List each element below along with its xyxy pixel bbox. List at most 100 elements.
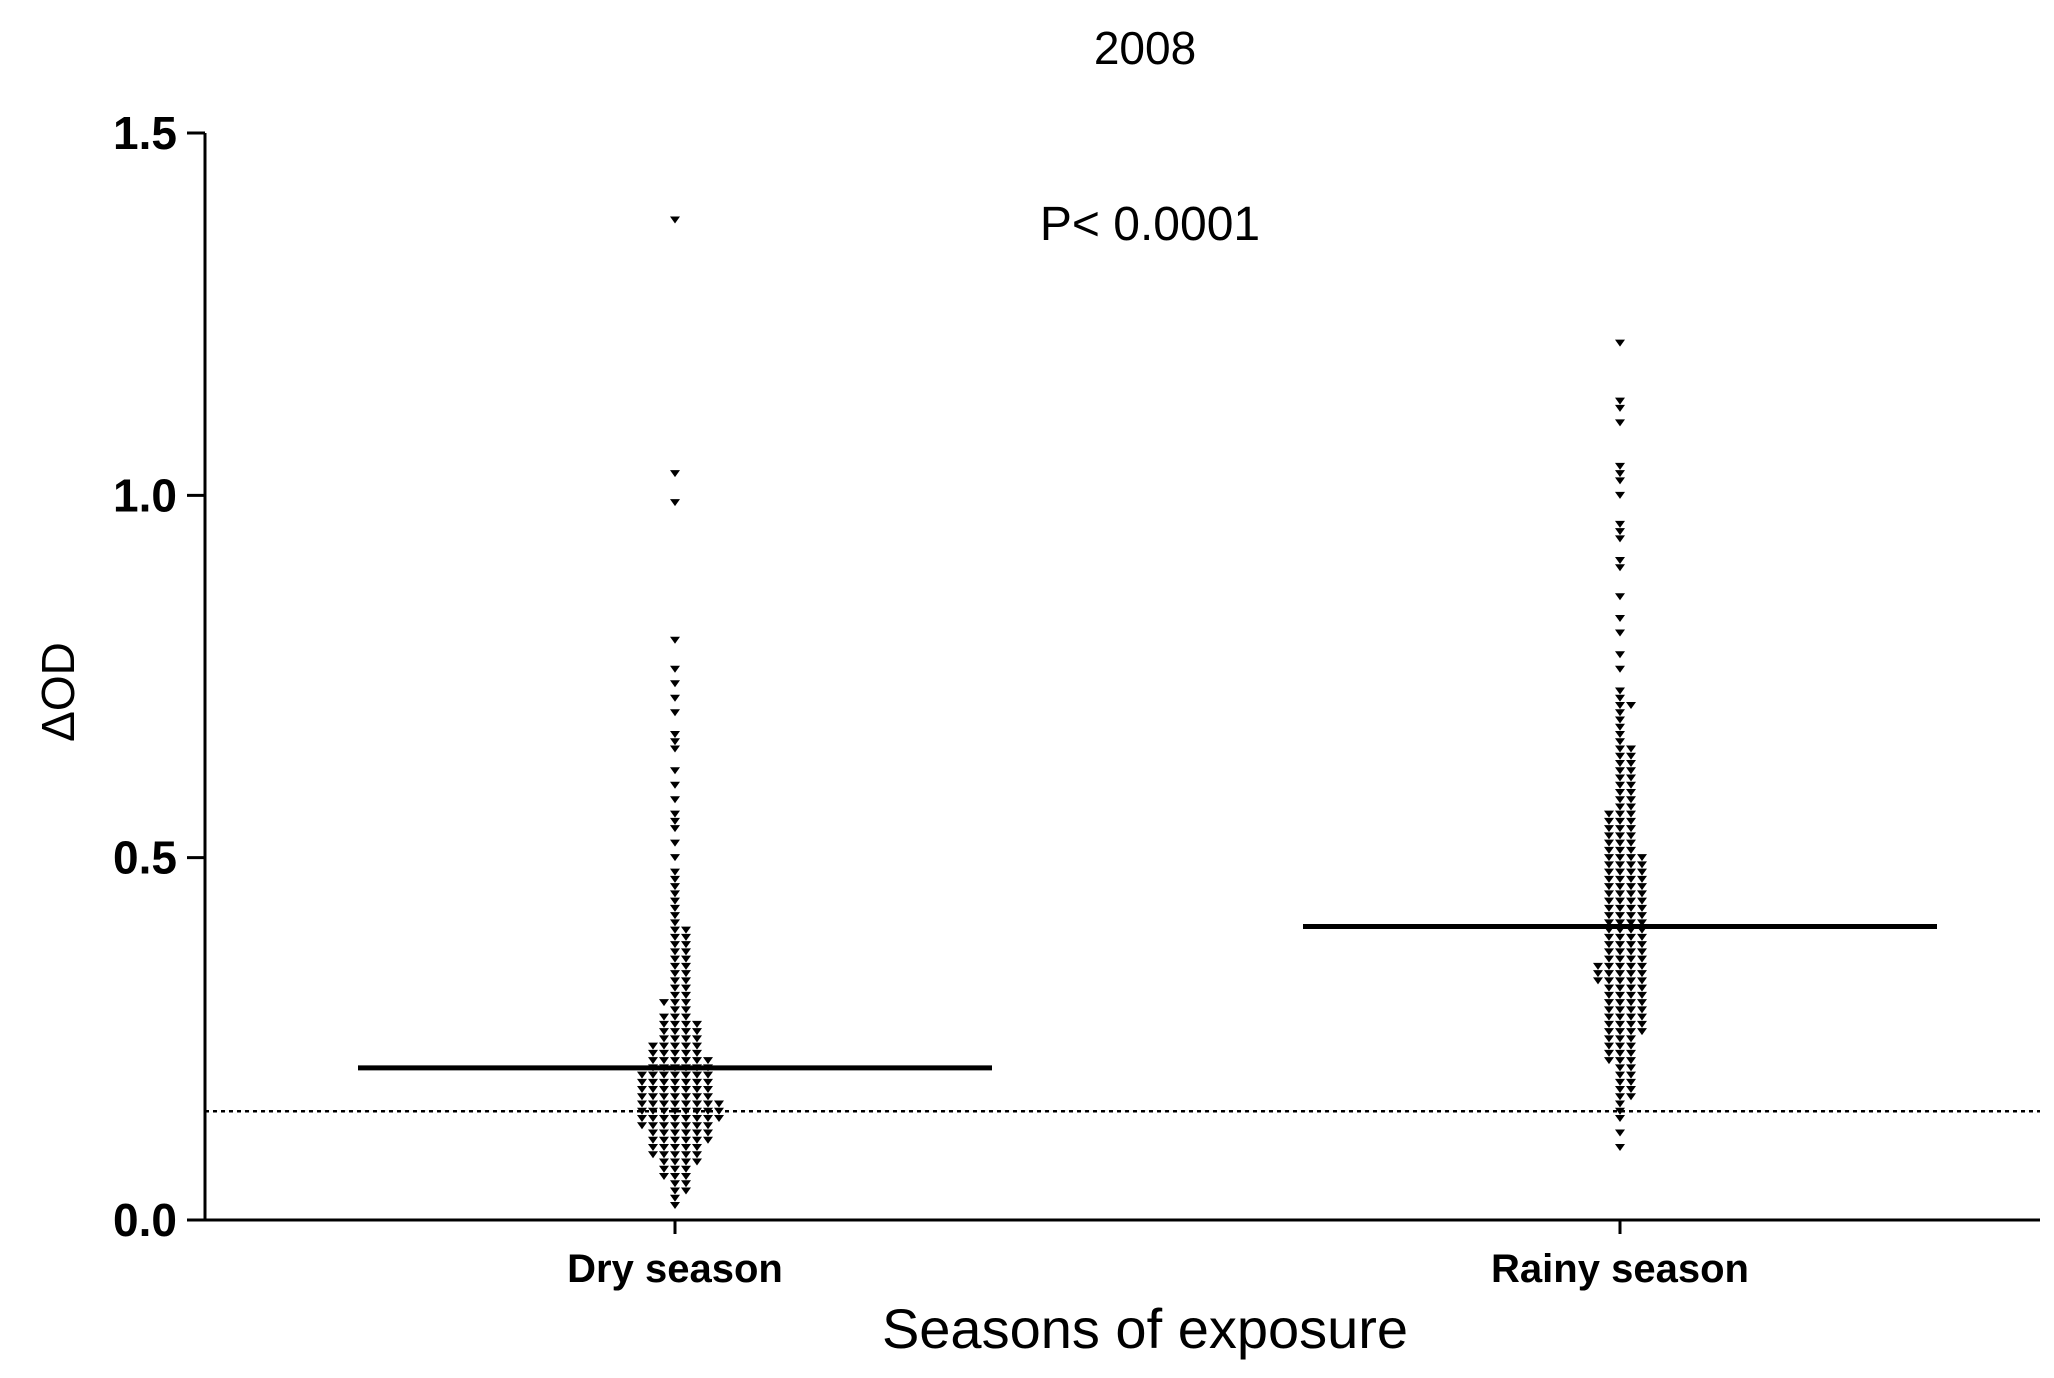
data-point [1626, 941, 1636, 949]
data-point [1604, 1042, 1614, 1050]
data-point [681, 1071, 691, 1079]
data-point [1626, 745, 1636, 753]
data-point [637, 1086, 647, 1094]
x-tick-label: Rainy season [1491, 1247, 1749, 1291]
data-point [703, 1136, 713, 1144]
median-lines [358, 924, 1937, 1071]
data-point [637, 1100, 647, 1108]
data-point [1615, 817, 1625, 825]
data-point [681, 1165, 691, 1173]
data-point [670, 1187, 680, 1195]
data-point [1604, 839, 1614, 847]
data-point [659, 1122, 669, 1130]
data-point [1626, 854, 1636, 862]
data-point [681, 1115, 691, 1123]
data-point [648, 1144, 658, 1152]
data-point [670, 999, 680, 1007]
data-point [1637, 977, 1647, 985]
data-point [681, 1042, 691, 1050]
data-point [1626, 832, 1636, 840]
data-point [659, 1071, 669, 1079]
data-point [1626, 774, 1636, 782]
data-point [670, 926, 680, 934]
data-point [670, 991, 680, 999]
data-point [681, 933, 691, 941]
data-point [670, 499, 680, 507]
data-point [681, 984, 691, 992]
data-point [1604, 883, 1614, 891]
data-point [1615, 520, 1625, 528]
data-point [692, 1028, 702, 1036]
data-point [1615, 716, 1625, 724]
data-point [1626, 897, 1636, 905]
data-point [681, 941, 691, 949]
data-point [1637, 1028, 1647, 1036]
data-point [1626, 781, 1636, 789]
data-point [1626, 1057, 1636, 1065]
data-point [1615, 477, 1625, 485]
data-point [1615, 883, 1625, 891]
data-point [1615, 962, 1625, 970]
data-point [703, 1100, 713, 1108]
data-point [670, 875, 680, 883]
data-point [1626, 810, 1636, 818]
data-point [1615, 912, 1625, 920]
data-point [703, 1057, 713, 1065]
data-point [648, 1107, 658, 1115]
data-point [1615, 767, 1625, 775]
data-point [1593, 962, 1603, 970]
data-point [703, 1093, 713, 1101]
y-axis-label: ΔOD [32, 642, 84, 742]
data-point [1604, 868, 1614, 876]
data-point [692, 1158, 702, 1166]
data-point [1626, 904, 1636, 912]
data-point [1615, 629, 1625, 637]
data-point [670, 839, 680, 847]
y-tick-label: 1.5 [113, 107, 177, 159]
data-point [1604, 904, 1614, 912]
data-point [670, 1202, 680, 1210]
data-point [670, 1035, 680, 1043]
data-point [1626, 803, 1636, 811]
data-point [692, 1107, 702, 1115]
data-point [1615, 651, 1625, 659]
data-point [1626, 977, 1636, 985]
data-point [670, 810, 680, 818]
data-point [670, 1057, 680, 1065]
data-point [1615, 1028, 1625, 1036]
data-point [681, 1122, 691, 1130]
data-point [1615, 868, 1625, 876]
data-point [1615, 1035, 1625, 1043]
p-value-annotation: P< 0.0001 [1040, 198, 1260, 251]
data-point [659, 1151, 669, 1159]
data-point [1626, 890, 1636, 898]
data-point [1626, 1020, 1636, 1028]
axes [203, 133, 2040, 1222]
data-point [670, 1093, 680, 1101]
data-point [681, 1020, 691, 1028]
data-point [1615, 557, 1625, 565]
data-point [648, 1151, 658, 1159]
data-point [1604, 1028, 1614, 1036]
data-points [637, 216, 1647, 1210]
data-point [1615, 470, 1625, 478]
data-point [670, 984, 680, 992]
data-point [1615, 1107, 1625, 1115]
data-point [1615, 788, 1625, 796]
data-point [703, 1122, 713, 1130]
data-point [1615, 955, 1625, 963]
data-point [692, 1035, 702, 1043]
data-point [670, 897, 680, 905]
data-point [1626, 839, 1636, 847]
data-point [692, 1057, 702, 1065]
data-point [1615, 615, 1625, 623]
data-point [670, 1049, 680, 1057]
data-point [670, 694, 680, 702]
data-point [714, 1107, 724, 1115]
data-point [1626, 1035, 1636, 1043]
data-point [1615, 462, 1625, 470]
data-point [681, 926, 691, 934]
data-point [703, 1078, 713, 1086]
data-point [670, 890, 680, 898]
data-point [670, 970, 680, 978]
